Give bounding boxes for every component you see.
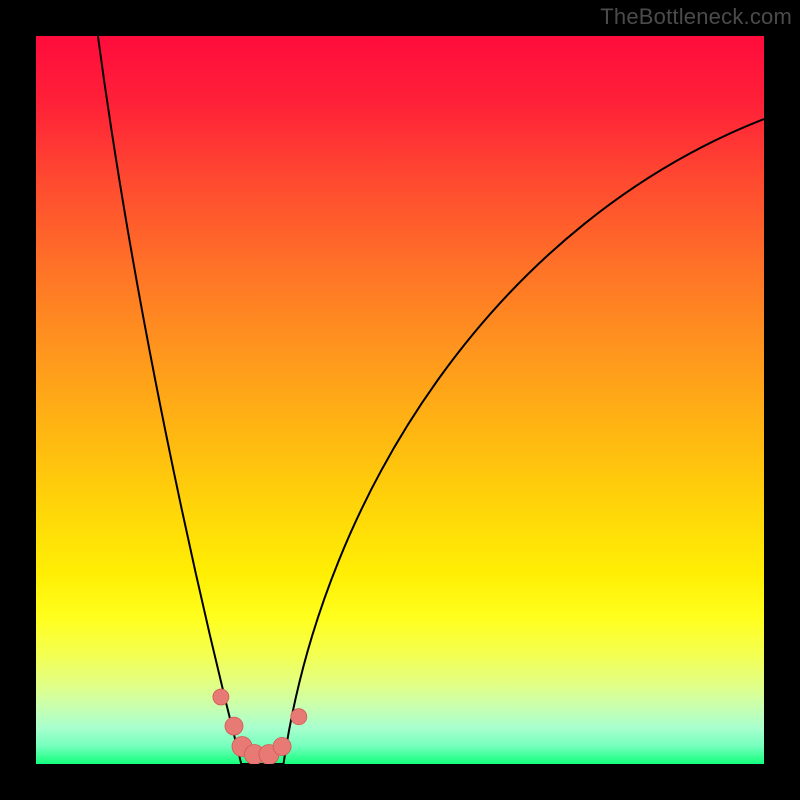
valley-marker bbox=[225, 717, 243, 735]
valley-marker bbox=[291, 709, 307, 725]
chart-svg bbox=[36, 36, 764, 764]
valley-marker bbox=[273, 738, 291, 756]
valley-marker bbox=[213, 689, 229, 705]
gradient-background bbox=[36, 36, 764, 764]
chart-plot-area bbox=[36, 36, 764, 764]
watermark-text: TheBottleneck.com bbox=[600, 4, 792, 30]
